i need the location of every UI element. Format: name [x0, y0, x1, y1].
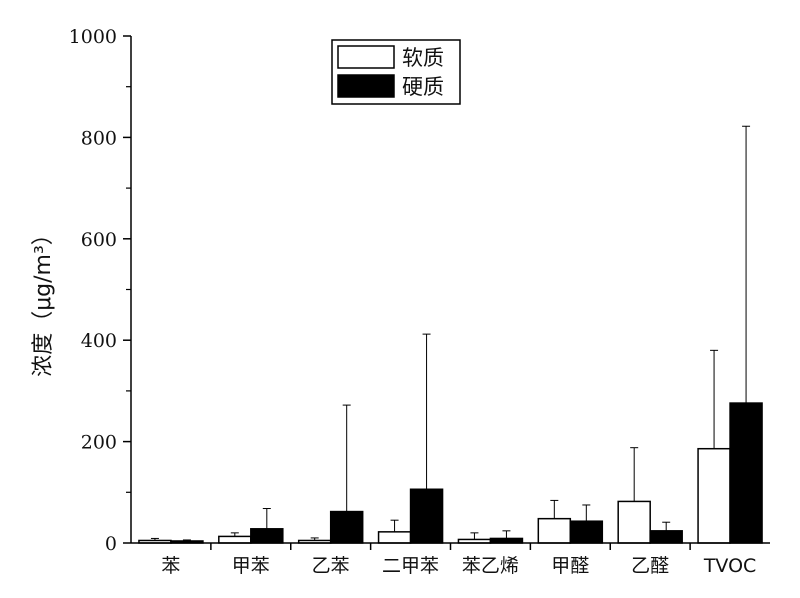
bar: [729, 402, 763, 544]
x-tick-label: 甲醛: [551, 555, 589, 577]
y-tick-label: 400: [81, 330, 117, 352]
y-tick-label: 1000: [69, 26, 117, 48]
bar: [329, 510, 364, 544]
bar: [377, 531, 412, 544]
bar: [569, 520, 604, 544]
legend-swatch: [337, 74, 395, 98]
bar: [697, 447, 731, 544]
x-tick-label: TVOC: [703, 555, 757, 577]
y-tick-label: 200: [81, 432, 117, 454]
bar: [617, 500, 651, 544]
x-tick-label: 苯乙烯: [462, 555, 519, 577]
bar: [649, 530, 683, 544]
x-tick-label: 乙苯: [312, 555, 350, 577]
bar: [537, 517, 572, 544]
bar: [409, 488, 444, 544]
y-tick-label: 800: [81, 127, 117, 149]
bars: [138, 125, 763, 544]
y-tick-label: 600: [81, 229, 117, 251]
legend-label: 硬质: [402, 75, 444, 99]
bar: [218, 535, 252, 544]
x-axis: 苯 甲苯 乙苯 二甲苯 苯乙烯 甲醛 乙醛 TVOC: [131, 542, 770, 577]
legend-label: 软质: [402, 46, 444, 70]
x-tick-label: 甲苯: [232, 555, 270, 577]
bar: [250, 528, 284, 544]
y-axis: 0 200 400 600 800 1000: [69, 26, 132, 555]
x-tick-label: 乙醛: [631, 555, 669, 577]
y-axis-label: 浓度（μg/m³）: [31, 223, 56, 377]
x-tick-label: 苯: [161, 555, 180, 577]
x-tick-label: 二甲苯: [382, 555, 439, 577]
legend-swatch: [337, 45, 395, 69]
y-tick-label: 0: [105, 533, 117, 555]
